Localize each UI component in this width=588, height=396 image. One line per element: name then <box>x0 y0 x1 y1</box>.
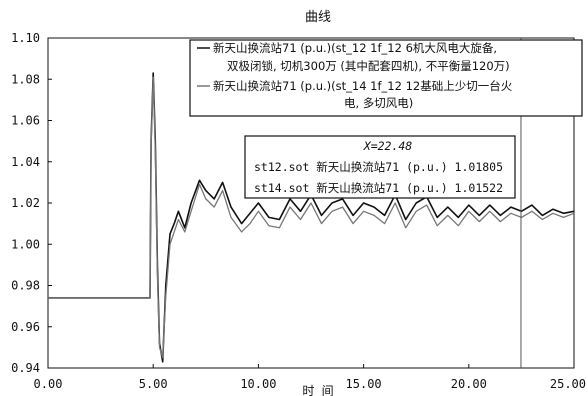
series-1-line <box>48 72 575 363</box>
x-tick-label: 0.00 <box>34 377 63 391</box>
y-tick-label: 1.06 <box>11 114 40 128</box>
y-tick-label: 1.10 <box>11 31 40 45</box>
cursor-x-value: X=22.48 <box>363 139 413 153</box>
cursor-readout-box <box>244 135 516 199</box>
legend-label-series-1-line-1: 新天山换流站71 (p.u.)(st_12 1f_12 6机大风电大旋备, <box>213 41 497 55</box>
y-tick-label: 1.04 <box>11 155 40 169</box>
cursor-readout: X=22.48 st12.sot 新天山换流站71 (p.u.) 1.01805… <box>244 135 516 199</box>
series-2-line <box>48 76 575 359</box>
y-tick-label: 1.02 <box>11 196 40 210</box>
y-axis: 0.94 0.96 0.98 1.00 1.02 1.04 1.06 1.08 1.10 <box>11 31 52 375</box>
legend-label-series-2-line-1: 新天山换流站71 (p.u.)(st_14 1f_12 12基础上少切一台火 <box>213 79 513 93</box>
y-tick-label: 0.98 <box>11 279 40 293</box>
legend-box <box>189 39 583 117</box>
y-tick-label: 0.96 <box>11 320 40 334</box>
cursor-row-series-2: st14.sot 新天山换流站71 (p.u.) 1.01522 <box>254 181 503 195</box>
legend: 新天山换流站71 (p.u.)(st_12 1f_12 6机大风电大旋备, 双极… <box>189 39 583 117</box>
x-tick-label: 15.00 <box>346 377 382 391</box>
x-tick-label: 25.00 <box>550 377 586 391</box>
legend-label-series-1-line-2: 双极闭锁, 切机300万 (其中配套四机), 不平衡量120万) <box>227 59 510 73</box>
series-layer <box>48 72 575 363</box>
cursor-row-series-1: st12.sot 新天山换流站71 (p.u.) 1.01805 <box>254 160 503 174</box>
x-tick-label: 20.00 <box>451 377 487 391</box>
x-axis: 0.00 5.00 10.00 15.00 20.00 25.00 <box>34 364 586 391</box>
legend-label-series-2-line-2: 电, 多切风电) <box>344 96 413 110</box>
x-axis-label: 时 间 <box>302 384 333 396</box>
x-tick-label: 10.00 <box>240 377 276 391</box>
y-tick-label: 1.08 <box>11 72 40 86</box>
chart-title: 曲线 <box>305 10 331 25</box>
x-tick-label: 5.00 <box>139 377 168 391</box>
y-tick-label: 1.00 <box>11 237 40 251</box>
y-tick-label: 0.94 <box>11 361 40 375</box>
